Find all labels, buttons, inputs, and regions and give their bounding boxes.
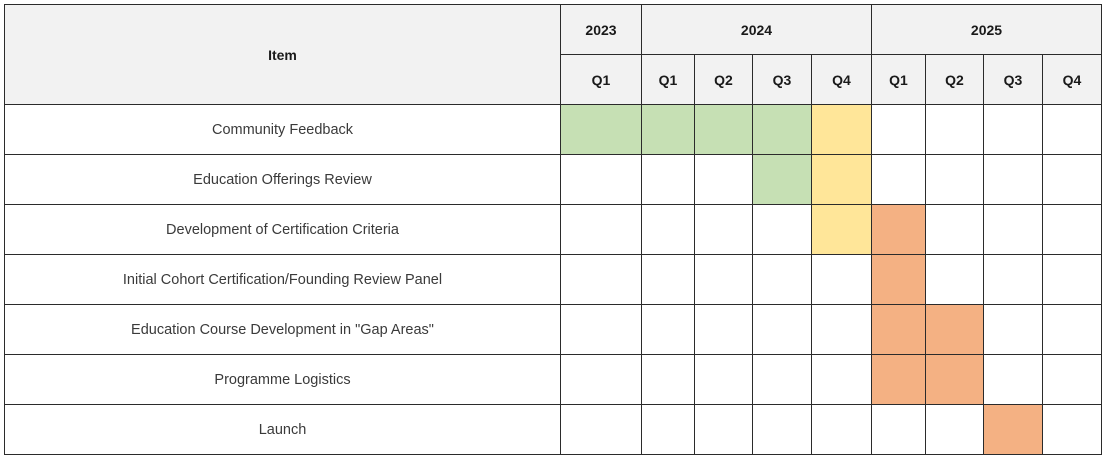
timeline-empty-cell — [925, 204, 984, 255]
quarter-header-row: Q1 Q1 Q2 Q3 Q4 Q1 Q2 Q3 Q4 — [5, 54, 1102, 105]
table-header: Item 2023 2024 2025 Q1 Q1 Q2 Q3 Q4 Q1 Q2 Q3 Q4 — [4, 4, 1102, 105]
item-label: Community Feedback — [4, 104, 561, 155]
quarter-header: Q2 — [694, 54, 753, 105]
timeline-empty-cell — [1042, 354, 1102, 405]
timeline-empty-cell — [1042, 404, 1102, 455]
table-row: Launch — [4, 404, 1102, 455]
timeline-empty-cell — [560, 154, 642, 205]
gantt-chart: Item 2023 2024 2025 Q1 Q1 Q2 Q3 Q4 Q1 Q2 Q3 Q4 Com… — [4, 4, 1102, 455]
timeline-empty-cell — [1042, 154, 1102, 205]
timeline-empty-cell — [1042, 254, 1102, 305]
timeline-bar-cell — [871, 354, 926, 405]
item-column-header: Item — [4, 4, 561, 105]
timeline-empty-cell — [752, 304, 812, 355]
timeline-empty-cell — [983, 354, 1043, 405]
timeline-empty-cell — [641, 404, 695, 455]
timeline-empty-cell — [1042, 104, 1102, 155]
timeline-empty-cell — [811, 354, 872, 405]
timeline-bar-cell — [811, 104, 872, 155]
timeline-bar-cell — [871, 254, 926, 305]
item-label: Launch — [4, 404, 561, 455]
timeline-empty-cell — [560, 254, 642, 305]
timeline-empty-cell — [925, 404, 984, 455]
item-label: Education Course Development in "Gap Are… — [4, 304, 561, 355]
timeline-empty-cell — [983, 304, 1043, 355]
quarter-header: Q1 — [871, 54, 926, 105]
table-row: Development of Certification Criteria — [4, 204, 1102, 255]
timeline-bar-cell — [752, 104, 812, 155]
year-header-row: Item 2023 2024 2025 — [4, 4, 1102, 105]
timeline-empty-cell — [1042, 304, 1102, 355]
table-row: Education Offerings Review — [4, 154, 1102, 205]
quarter-header: Q4 — [1042, 54, 1102, 105]
table-row: Education Course Development in "Gap Are… — [4, 304, 1102, 355]
timeline-bar-cell — [641, 104, 695, 155]
timeline-empty-cell — [871, 154, 926, 205]
gantt-table: Item 2023 2024 2025 Q1 Q1 Q2 Q3 Q4 Q1 Q2 Q3 Q4 Com… — [4, 4, 1102, 455]
timeline-empty-cell — [641, 304, 695, 355]
timeline-empty-cell — [983, 154, 1043, 205]
timeline-empty-cell — [983, 254, 1043, 305]
timeline-empty-cell — [983, 204, 1043, 255]
timeline-bar-cell — [871, 204, 926, 255]
timeline-bar-cell — [752, 154, 812, 205]
timeline-empty-cell — [694, 304, 753, 355]
table-row: Programme Logistics — [4, 354, 1102, 405]
timeline-empty-cell — [811, 304, 872, 355]
timeline-empty-cell — [752, 354, 812, 405]
timeline-empty-cell — [811, 404, 872, 455]
table-row: Community Feedback — [4, 104, 1102, 155]
timeline-empty-cell — [811, 254, 872, 305]
timeline-empty-cell — [641, 354, 695, 405]
timeline-empty-cell — [641, 204, 695, 255]
timeline-bar-cell — [871, 304, 926, 355]
timeline-empty-cell — [925, 254, 984, 305]
timeline-empty-cell — [694, 154, 753, 205]
timeline-empty-cell — [560, 204, 642, 255]
timeline-bar-cell — [811, 204, 872, 255]
timeline-bar-cell — [694, 104, 753, 155]
timeline-empty-cell — [560, 354, 642, 405]
timeline-empty-cell — [871, 404, 926, 455]
timeline-empty-cell — [694, 204, 753, 255]
quarter-header: Q1 — [641, 54, 695, 105]
timeline-empty-cell — [641, 154, 695, 205]
timeline-empty-cell — [871, 104, 926, 155]
year-header-2023: 2023 — [560, 4, 642, 55]
timeline-bar-cell — [811, 154, 872, 205]
timeline-empty-cell — [560, 304, 642, 355]
item-label: Development of Certification Criteria — [4, 204, 561, 255]
timeline-empty-cell — [560, 404, 642, 455]
timeline-empty-cell — [694, 354, 753, 405]
timeline-empty-cell — [752, 254, 812, 305]
timeline-empty-cell — [752, 204, 812, 255]
timeline-bar-cell — [560, 104, 642, 155]
quarter-header: Q2 — [925, 54, 984, 105]
timeline-empty-cell — [925, 154, 984, 205]
timeline-empty-cell — [641, 254, 695, 305]
quarter-header: Q1 — [560, 54, 642, 105]
timeline-empty-cell — [983, 104, 1043, 155]
item-label: Initial Cohort Certification/Founding Re… — [4, 254, 561, 305]
year-header-2025: 2025 — [871, 4, 1102, 55]
timeline-empty-cell — [752, 404, 812, 455]
timeline-bar-cell — [925, 304, 984, 355]
quarter-header: Q4 — [811, 54, 872, 105]
timeline-empty-cell — [925, 104, 984, 155]
year-header-2024: 2024 — [641, 4, 872, 55]
quarter-header: Q3 — [983, 54, 1043, 105]
timeline-empty-cell — [694, 254, 753, 305]
timeline-bar-cell — [983, 404, 1043, 455]
item-label: Education Offerings Review — [4, 154, 561, 205]
quarter-header: Q3 — [752, 54, 812, 105]
table-row: Initial Cohort Certification/Founding Re… — [4, 254, 1102, 305]
timeline-empty-cell — [1042, 204, 1102, 255]
timeline-bar-cell — [925, 354, 984, 405]
item-label: Programme Logistics — [4, 354, 561, 405]
timeline-empty-cell — [694, 404, 753, 455]
table-body: Community Feedback Education Offerings Re… — [4, 104, 1102, 455]
